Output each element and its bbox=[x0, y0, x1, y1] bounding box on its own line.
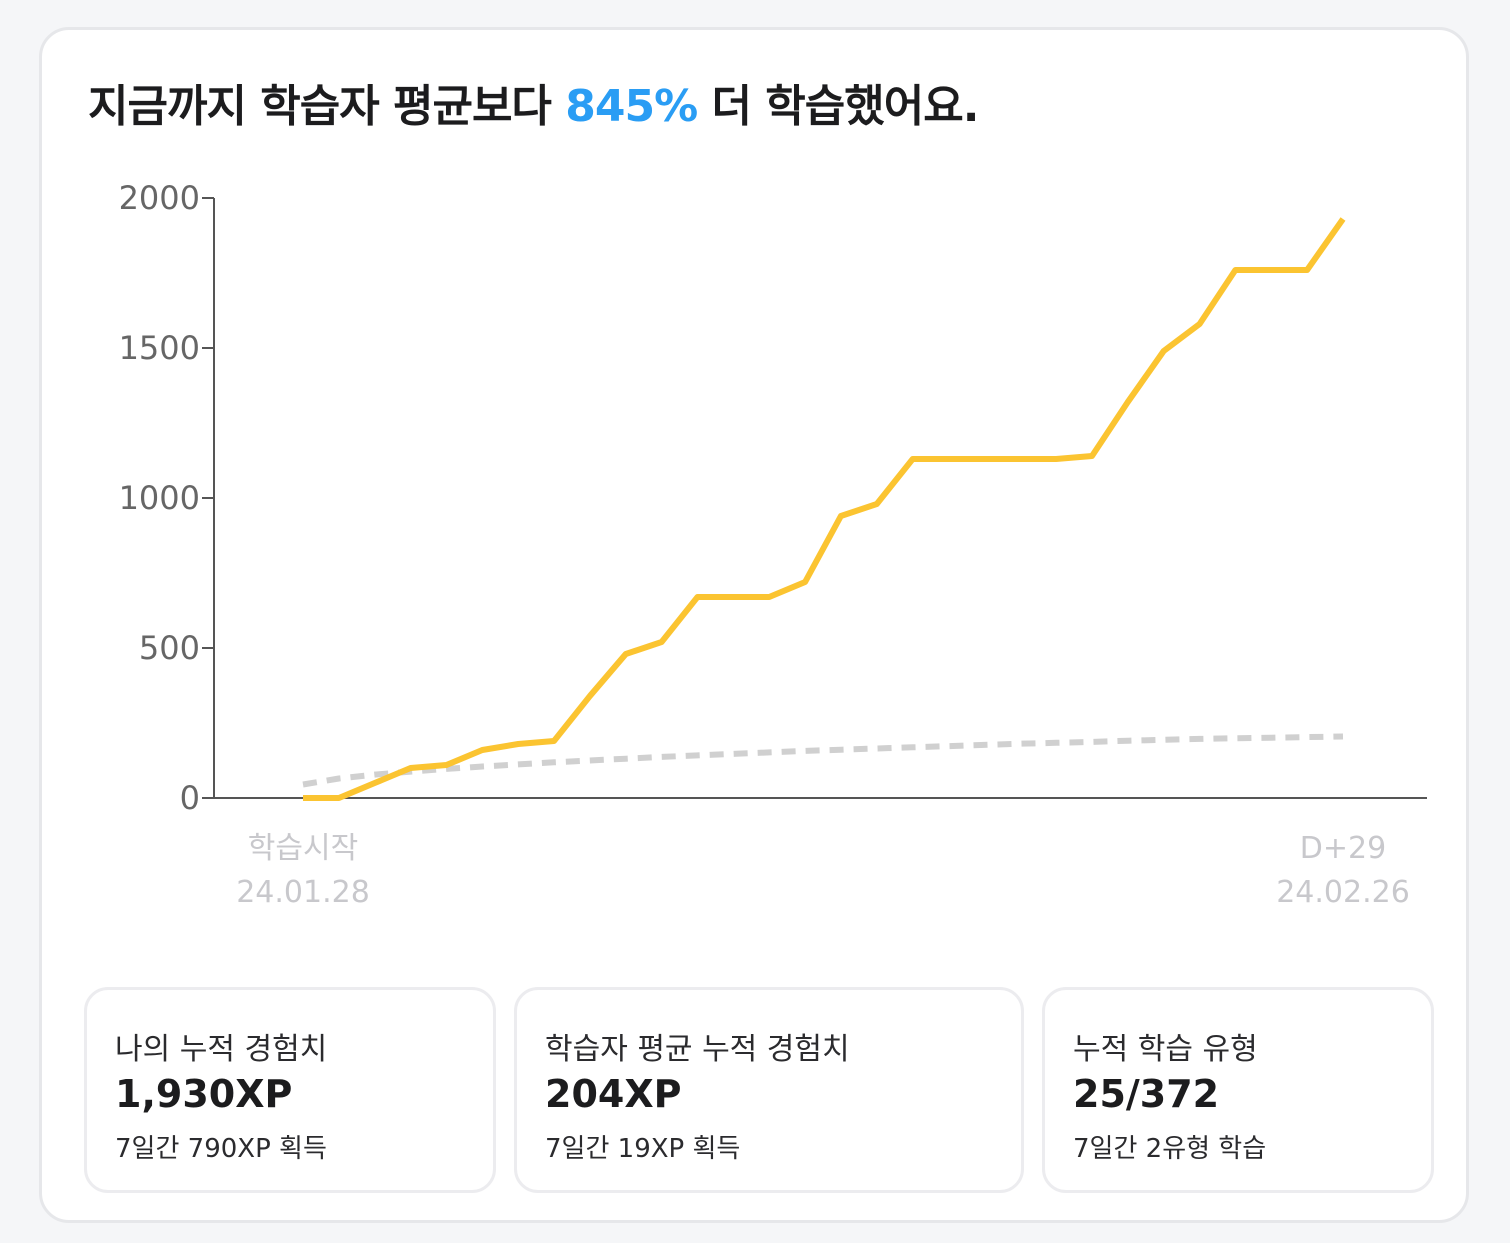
stat-value: 1,930XP bbox=[115, 1072, 293, 1116]
x-label-0-line2: 24.01.28 bbox=[236, 875, 370, 910]
x-label-1-line2: 24.02.26 bbox=[1276, 875, 1410, 910]
series-my-xp-line bbox=[303, 217, 1346, 801]
y-tick-label-2000: 2000 bbox=[119, 179, 200, 217]
headline-highlight: 845% bbox=[565, 81, 698, 132]
y-tick-label-1500: 1500 bbox=[119, 329, 200, 367]
stat-label: 나의 누적 경험치 bbox=[115, 1032, 328, 1067]
y-tick-label-0: 0 bbox=[180, 779, 200, 817]
stat-value: 25/372 bbox=[1073, 1072, 1220, 1116]
stat-card-learning-types: 누적 학습 유형 25/372 7일간 2유형 학습 bbox=[1042, 987, 1434, 1193]
headline: 지금까지 학습자 평균보다 845% 더 학습했어요. bbox=[88, 70, 979, 134]
stat-sub: 7일간 19XP 획득 bbox=[545, 1134, 741, 1164]
xp-line-chart: 0 500 1000 1500 2000 학습시작 24.01.28 D+29 24.02.26 bbox=[119, 179, 1427, 910]
series-average-line bbox=[302, 733, 1344, 788]
stat-label: 누적 학습 유형 bbox=[1073, 1032, 1258, 1067]
headline-suffix: 더 학습했어요. bbox=[697, 81, 979, 132]
stat-label: 학습자 평균 누적 경험치 bbox=[545, 1032, 850, 1067]
stat-value: 204XP bbox=[545, 1072, 682, 1116]
stat-sub: 7일간 2유형 학습 bbox=[1073, 1134, 1267, 1164]
learning-summary-card: 지금까지 학습자 평균보다 845% 더 학습했어요. 0 500 1000 1500… bbox=[39, 27, 1469, 1223]
y-tick-label-500: 500 bbox=[139, 629, 200, 667]
y-tick-label-1000: 1000 bbox=[119, 479, 200, 517]
stat-sub: 7일간 790XP 획득 bbox=[115, 1134, 327, 1164]
stat-card-my-xp: 나의 누적 경험치 1,930XP 7일간 790XP 획득 bbox=[84, 987, 496, 1193]
stat-card-average-xp: 학습자 평균 누적 경험치 204XP 7일간 19XP 획득 bbox=[514, 987, 1024, 1193]
x-label-0-line1: 학습시작 bbox=[248, 831, 358, 866]
headline-prefix: 지금까지 학습자 평균보다 bbox=[88, 81, 566, 132]
x-label-1-line1: D+29 bbox=[1300, 831, 1386, 866]
